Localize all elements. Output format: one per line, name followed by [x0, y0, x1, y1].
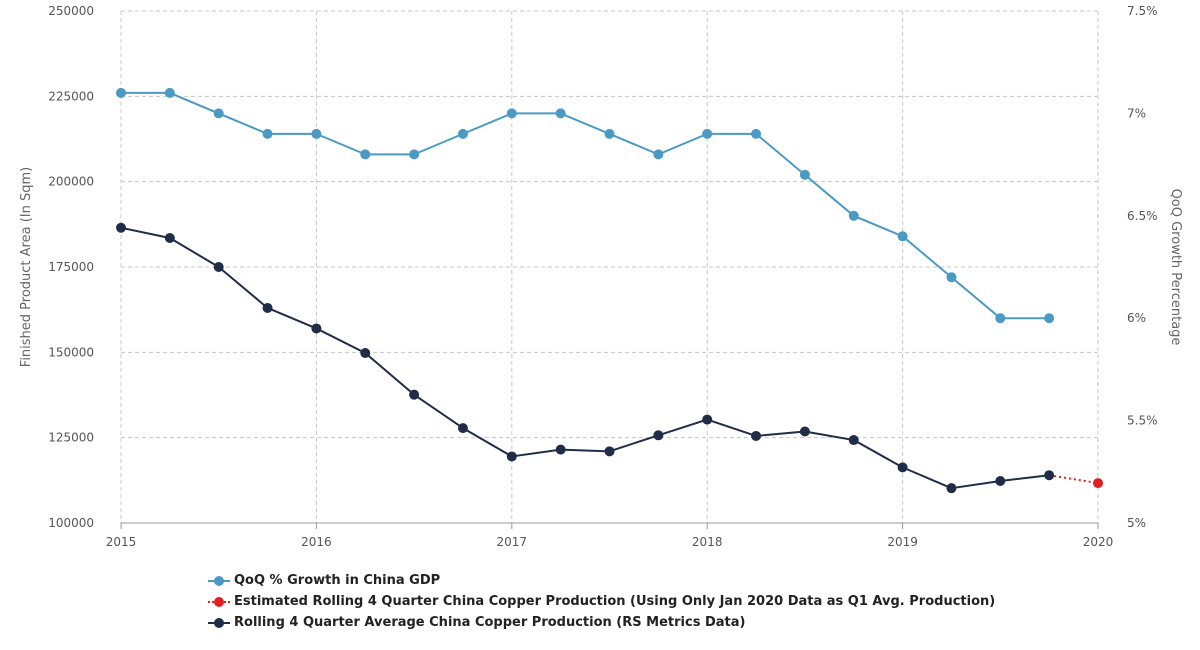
data-point-0: [213, 108, 224, 119]
x-tick-label: 2016: [301, 535, 332, 549]
legend-label-rolling-copper: Rolling 4 Quarter Average China Copper P…: [234, 615, 746, 630]
line-chart: 100000 125000 150000 175000 200000 225000 2500…: [19, 4, 1183, 549]
data-point-1: [1093, 478, 1103, 489]
x-tick-label: 2019: [887, 535, 918, 549]
series-line-2: [120, 226, 1050, 490]
legend-item-gdp-growth[interactable]: QoQ % Growth in China GDP: [208, 570, 995, 591]
data-point-2: [751, 430, 762, 441]
y-left-tick-label: 125000: [48, 431, 94, 445]
y-left-axis-title: Finished Product Area (In Sqm): [19, 167, 34, 367]
y-right-tick-label: 6.5%: [1127, 209, 1158, 223]
legend-estimated-dotted-line-icon: [208, 596, 230, 607]
legend-item-rolling-copper[interactable]: Rolling 4 Quarter Average China Copper P…: [208, 612, 995, 633]
data-point-0: [457, 128, 468, 139]
y-left-tick-label: 100000: [48, 516, 94, 530]
data-point-0: [604, 128, 615, 139]
legend-item-estimated-copper[interactable]: Estimated Rolling 4 Quarter China Copper…: [208, 591, 995, 612]
data-point-0: [506, 108, 517, 119]
data-point-0: [751, 128, 762, 139]
data-point-2: [799, 426, 810, 437]
data-point-0: [848, 210, 859, 221]
data-point-0: [409, 149, 420, 160]
y-left-tick-label: 225000: [48, 89, 94, 103]
y-left-tick-label: 250000: [48, 4, 94, 18]
series-line-0: [121, 91, 1050, 320]
data-point-2: [457, 423, 468, 434]
legend-gdp-line-icon: [208, 575, 230, 586]
data-point-0: [116, 87, 126, 98]
data-point-0: [702, 128, 713, 139]
x-tick-label: 2017: [497, 535, 528, 549]
series-line-1: [1048, 474, 1099, 485]
data-point-2: [1044, 470, 1055, 481]
data-point-2: [946, 483, 957, 494]
data-point-2: [702, 414, 713, 425]
data-point-0: [653, 149, 664, 160]
data-point-2: [360, 348, 371, 359]
y-left-tick-label: 175000: [48, 260, 94, 274]
data-point-2: [262, 302, 273, 313]
data-point-0: [164, 87, 175, 98]
data-point-2: [164, 232, 175, 243]
legend-rolling-line-icon: [208, 617, 230, 628]
data-point-0: [262, 128, 273, 139]
data-point-2: [311, 323, 322, 334]
data-point-2: [116, 222, 126, 233]
data-point-2: [897, 462, 908, 473]
x-tick-label: 2015: [106, 535, 137, 549]
data-point-0: [946, 272, 957, 283]
data-point-2: [653, 430, 664, 441]
data-point-2: [995, 476, 1006, 487]
data-point-0: [555, 108, 566, 119]
data-point-0: [1044, 313, 1055, 324]
y-right-axis-title: QoQ Growth Percentage: [1168, 189, 1183, 346]
y-right-tick-label: 7.5%: [1127, 4, 1158, 18]
y-left-tick-label: 150000: [48, 345, 94, 359]
x-tick-label: 2020: [1083, 535, 1114, 549]
legend: QoQ % Growth in China GDP Estimated Roll…: [208, 570, 995, 633]
data-point-2: [604, 446, 615, 457]
data-point-2: [409, 389, 420, 400]
y-right-tick-label: 7%: [1127, 106, 1146, 120]
data-point-0: [311, 128, 322, 139]
data-point-2: [506, 451, 517, 462]
y-right-tick-label: 6%: [1127, 311, 1146, 325]
data-point-0: [995, 313, 1006, 324]
data-point-0: [360, 149, 371, 160]
data-point-2: [555, 444, 566, 455]
legend-label-gdp-growth: QoQ % Growth in China GDP: [234, 573, 441, 588]
y-right-tick-label: 5.5%: [1127, 414, 1158, 428]
legend-label-estimated-copper: Estimated Rolling 4 Quarter China Copper…: [234, 594, 996, 609]
y-left-tick-label: 200000: [48, 175, 94, 189]
y-right-tick-label: 5%: [1127, 516, 1146, 530]
x-tick-label: 2018: [692, 535, 723, 549]
data-point-2: [213, 262, 224, 272]
data-point-0: [799, 169, 810, 180]
data-point-0: [897, 231, 908, 242]
data-point-2: [848, 435, 859, 446]
